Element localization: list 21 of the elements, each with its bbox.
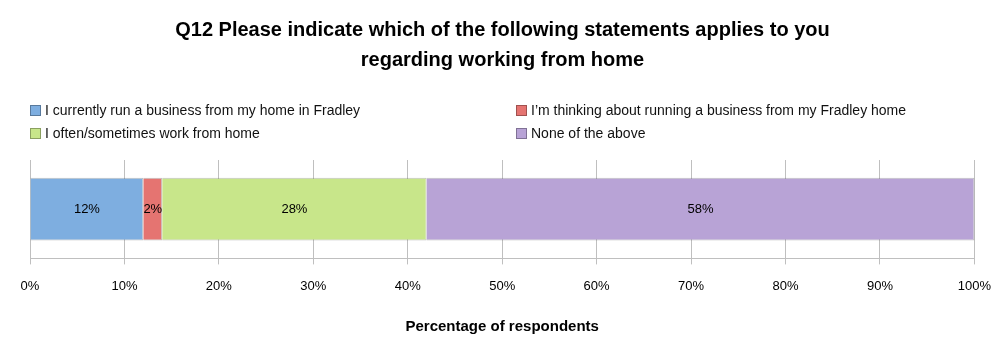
legend-label: I often/sometimes work from home <box>45 125 260 141</box>
x-tick-label: 0% <box>20 277 40 293</box>
data-label: 58% <box>687 200 714 216</box>
text: None of the above <box>531 125 646 141</box>
data-label: 2% <box>143 200 163 216</box>
legend-label: I currently run a business from my home in Fradley <box>45 102 361 118</box>
data-label: 12% <box>73 200 101 216</box>
x-tick-label: 100% <box>957 277 992 293</box>
legend-label: I’m thinking about running a business from my Fradley home <box>531 102 907 118</box>
x-tick-label: 40% <box>394 277 422 293</box>
x-tick-label: 60% <box>583 277 611 293</box>
x-axis-title: Percentage of respondents <box>405 317 599 335</box>
x-tick-label: 80% <box>772 277 799 293</box>
chart-title: Q12 Please indicate which of the following statements applies to you regarding working from home <box>174 17 831 72</box>
x-tick-label: 10% <box>111 277 138 293</box>
x-tick-label: 30% <box>300 277 327 293</box>
x-tick-label: 50% <box>489 277 516 293</box>
x-tick-label: 90% <box>866 277 894 293</box>
x-tick-label: 70% <box>678 277 705 293</box>
data-label: 28% <box>281 200 308 216</box>
x-tick-label: 20% <box>205 277 233 293</box>
